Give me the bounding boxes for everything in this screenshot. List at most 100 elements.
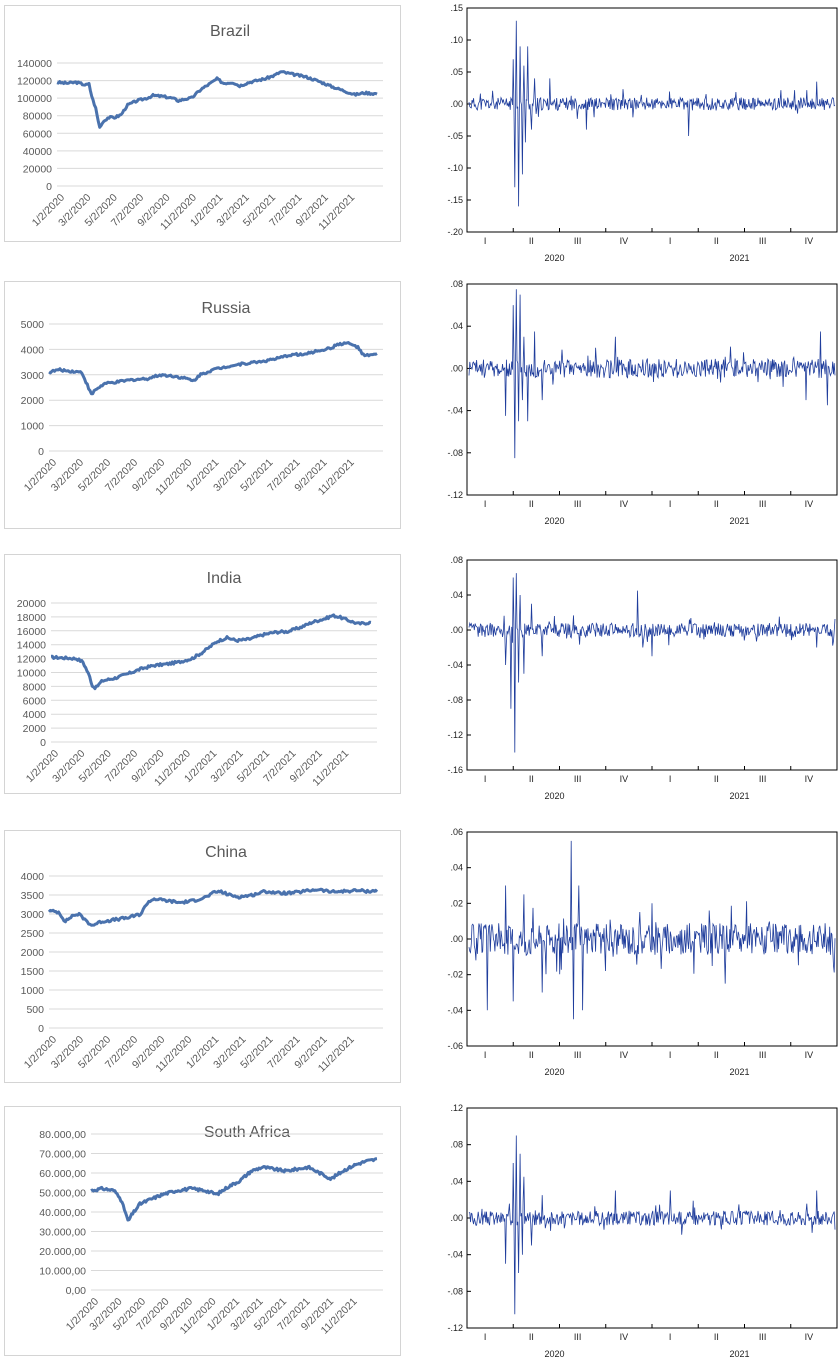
year-label: 2020 [544,791,564,801]
quarter-label: II [714,1332,719,1342]
y-tick-label: .00 [450,625,463,635]
chart-india-returns: .08.04.00 -.04 -.08 -.12 -.16 I II III IV I II III I… [412,552,839,814]
y-tick-label: 0 [38,446,44,458]
year-label: 2021 [729,516,749,526]
russia-title: Russia [202,300,251,317]
quarter-label: I [484,1332,487,1342]
y-tick-label: 4000 [21,871,45,883]
quarter-label: II [529,1050,534,1060]
chart-brazil-price: Brazil 0 20000 40000 60000 80000 100000 120000 1… [4,5,401,242]
y-tick-label: .08 [450,555,463,565]
south-africa-price-line [90,1157,378,1222]
y-tick-label: .08 [450,279,463,289]
india-returns-svg: .08.04.00-.04-.08-.12-.16I II III IV I II III I… [447,555,838,801]
y-tick-label: .00 [450,99,463,109]
y-tick-label: 3000 [21,909,45,921]
russia-returns-line [468,289,836,459]
y-tick-label: 16000 [17,626,46,638]
y-tick-label: 0 [40,737,46,749]
quarter-label: III [574,774,582,784]
quarter-label: III [574,1332,582,1342]
quarter-label: IV [620,1050,629,1060]
y-tick-label: .04 [450,1176,463,1186]
y-tick-label: -.16 [447,765,463,775]
quarter-label: II [529,1332,534,1342]
y-tick-label: 4000 [23,709,47,721]
quarter-label: I [669,236,672,246]
south-africa-returns-svg: .12.08.04.00-.04-.08-.12I II III IV I II III IV… [447,1103,838,1358]
quarter-label: IV [620,236,629,246]
y-tick-label: 6000 [23,695,47,707]
y-tick-label: 2000 [21,395,45,407]
y-tick-label: 120000 [17,76,52,88]
quarter-label: III [759,499,767,509]
quarter-label: II [714,499,719,509]
year-label: 2021 [729,253,749,263]
y-tick-label: 80.000,00 [39,1129,86,1141]
chart-russia-price: Russia 0 1000 2000 3000 4000 5000 1/2/2020 3/2/2… [4,281,401,529]
y-tick-label: -.05 [447,131,463,141]
chart-russia-returns: .08.04.00 -.04 -.08 -.12 I II III IV I II III IV 202… [412,278,839,540]
brazil-returns-svg: .15.10.05.00-.05-.10-.15-.20I II III IV I II I… [447,3,838,263]
y-tick-label: 1000 [21,421,45,433]
y-tick-label: 5000 [21,319,45,331]
y-tick-label: 2000 [21,947,45,959]
quarter-label: II [529,499,534,509]
y-tick-label: .02 [450,898,463,908]
y-tick-label: 20000 [23,163,52,175]
y-tick-label: 10.000,00 [39,1266,86,1278]
china-price-svg: China050010001500200025003000350040001/2… [21,844,383,1075]
y-tick-label: 20000 [17,598,46,610]
y-tick-label: 8000 [23,681,47,693]
y-tick-label: 0,00 [66,1285,87,1297]
china-returns-svg: .06.04.02.00-.02-.04-.06I II III IV I II III IV… [447,827,838,1077]
y-tick-label: .15 [450,3,463,13]
y-tick-label: 1500 [21,966,45,978]
y-tick-label: 500 [26,1004,44,1016]
plot-frame [466,7,838,233]
plot-frame [466,559,838,771]
y-tick-label: .10 [450,35,463,45]
quarter-label: III [574,499,582,509]
quarter-label: IV [620,774,629,784]
quarter-label: I [669,499,672,509]
y-tick-label: .05 [450,67,463,77]
quarter-label: II [529,236,534,246]
y-tick-label: 30.000,00 [39,1227,86,1239]
chart-south-africa-returns: .12.08.04.00 -.04 -.08 -.12 I II III IV I II III IV… [412,1100,839,1358]
y-tick-label: 140000 [17,58,52,70]
year-label: 2020 [544,1349,564,1358]
y-tick-label: -.04 [447,660,463,670]
russia-returns-svg: .08.04.00-.04-.08-.12I II III IV I II III IV202… [447,279,838,526]
y-tick-label: 0 [46,181,52,193]
y-tick-label: 40.000,00 [39,1207,86,1219]
y-tick-label: -.02 [447,970,463,980]
quarter-label: I [669,1332,672,1342]
year-label: 2021 [729,791,749,801]
brazil-returns-line [468,20,836,207]
y-tick-label: -.04 [447,406,463,416]
y-tick-label: 3500 [21,890,45,902]
quarter-label: I [484,1050,487,1060]
india-title: India [207,570,242,587]
quarter-label: II [714,774,719,784]
south-africa-returns-line [468,1135,836,1315]
russia-price-svg: Russia0100020003000400050001/2/20203/2/2… [21,300,383,498]
quarter-label: II [529,774,534,784]
y-tick-label: -.06 [447,1041,463,1051]
y-tick-label: -.10 [447,163,463,173]
y-tick-label: 20.000,00 [39,1246,86,1258]
y-tick-label: 4000 [21,344,45,356]
y-tick-label: 100000 [17,93,52,105]
quarter-label: IV [805,1050,814,1060]
quarter-label: IV [805,236,814,246]
quarter-label: I [484,774,487,784]
brazil-title: Brazil [210,23,250,40]
y-tick-label: 40000 [23,146,52,158]
y-tick-label: .00 [450,934,463,944]
y-tick-label: 60.000,00 [39,1168,86,1180]
year-label: 2021 [729,1349,749,1358]
quarter-label: III [759,1050,767,1060]
y-tick-label: .04 [450,863,463,873]
year-label: 2021 [729,1067,749,1077]
